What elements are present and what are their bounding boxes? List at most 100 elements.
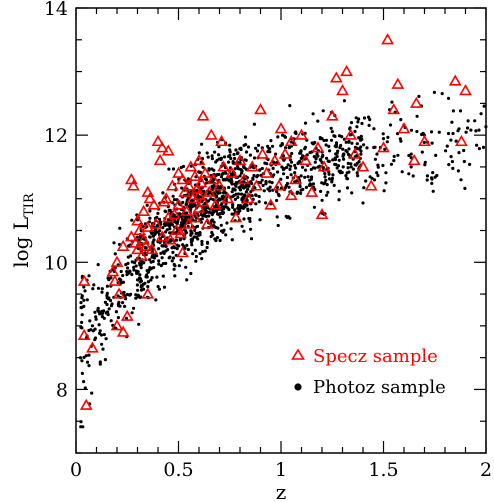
photoz-point [170, 223, 175, 227]
photoz-point [466, 119, 470, 123]
photoz-point [474, 129, 478, 133]
photoz-point [301, 187, 305, 191]
specz-point [188, 169, 202, 182]
photoz-point [368, 118, 372, 122]
photoz-point [156, 211, 160, 215]
photoz-point [328, 149, 332, 153]
photoz-point [85, 298, 89, 302]
photoz-point [207, 167, 211, 171]
photoz-point [123, 304, 127, 308]
photoz-point [372, 145, 376, 150]
photoz-point [223, 155, 227, 159]
photoz-point [185, 278, 189, 282]
photoz-point [311, 182, 315, 186]
photoz-point [194, 259, 198, 263]
photoz-point [440, 92, 444, 96]
photoz-point [268, 180, 272, 184]
photoz-point [172, 267, 176, 271]
photoz-point [167, 256, 171, 260]
photoz-point [298, 184, 302, 189]
photoz-point [257, 200, 261, 204]
photoz-point [287, 185, 291, 189]
photoz-point [362, 116, 367, 120]
photoz-point [146, 280, 150, 284]
photoz-point [233, 167, 237, 171]
photoz-point [463, 186, 467, 190]
photoz-point [392, 154, 396, 158]
photoz-point [118, 226, 122, 230]
photoz-point [324, 138, 329, 142]
photoz-point [250, 194, 254, 198]
y-tick-label: 14 [44, 0, 68, 20]
photoz-point [425, 174, 429, 178]
y-tick-label: 10 [44, 252, 68, 274]
photoz-point [148, 258, 152, 262]
photoz-point [450, 160, 454, 164]
photoz-point [477, 147, 481, 151]
photoz-point [214, 225, 218, 230]
photoz-point [425, 178, 429, 182]
specz-point [196, 195, 210, 207]
photoz-point [286, 163, 290, 167]
photoz-point [198, 231, 202, 235]
photoz-point [186, 247, 190, 252]
specz-point [311, 141, 325, 153]
photoz-point [193, 248, 197, 252]
photoz-point [110, 302, 114, 306]
photoz-point [355, 171, 359, 175]
photoz-point [134, 264, 138, 268]
photoz-point [168, 231, 172, 235]
photoz-point [145, 203, 149, 207]
photoz-point [119, 269, 123, 274]
specz-point [340, 64, 353, 77]
photoz-point [231, 161, 235, 165]
photoz-point [190, 237, 195, 241]
x-tick-label: 1 [275, 459, 287, 481]
photoz-point [411, 174, 415, 178]
photoz-point [102, 316, 106, 320]
photoz-point [80, 326, 84, 330]
photoz-point [233, 197, 237, 201]
photoz-point [181, 200, 185, 204]
photoz-point [344, 174, 348, 178]
photoz-point [313, 155, 317, 159]
photoz-point [233, 156, 237, 161]
photoz-point [87, 274, 91, 278]
photoz-point [326, 190, 330, 194]
photoz-point [269, 139, 273, 143]
photoz-point [200, 239, 204, 244]
photoz-point [327, 172, 331, 176]
photoz-point [409, 165, 413, 169]
photoz-point [294, 166, 298, 170]
photoz-point [236, 203, 241, 208]
photoz-point [100, 342, 104, 346]
photoz-point [104, 311, 108, 315]
photoz-point [335, 154, 339, 159]
photoz-point [160, 244, 164, 248]
photoz-point [433, 175, 437, 179]
photoz-point [434, 153, 438, 157]
photoz-point [458, 109, 463, 113]
photoz-point [445, 144, 449, 148]
specz-point [161, 144, 175, 156]
photoz-point [276, 192, 280, 196]
photoz-point [336, 164, 341, 168]
photoz-point [338, 146, 342, 150]
photoz-point [173, 274, 177, 278]
photoz-point [171, 194, 175, 198]
photoz-point [407, 172, 411, 176]
photoz-point [87, 328, 91, 333]
photoz-point [354, 116, 358, 120]
photoz-point [189, 271, 193, 276]
photoz-point [415, 129, 419, 134]
photoz-point [270, 181, 274, 185]
specz-point [110, 255, 124, 267]
specz-point [153, 153, 167, 166]
photoz-point [93, 310, 97, 314]
photoz-point [386, 135, 390, 139]
photoz-point [130, 272, 134, 277]
photoz-point [355, 125, 359, 129]
photoz-point [233, 208, 237, 212]
photoz-point [357, 117, 361, 121]
